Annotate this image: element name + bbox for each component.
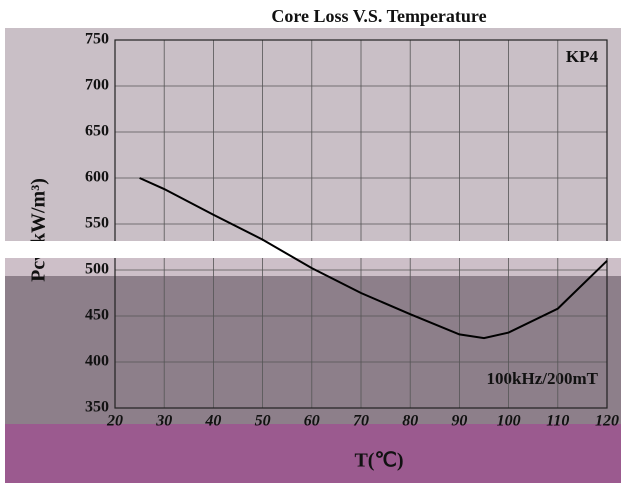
x-tick-label: 30 [155,413,172,430]
annotation: 100kHz/200mT [487,369,599,388]
y-tick-label: 550 [85,215,109,232]
band [5,424,621,483]
x-tick-label: 100 [497,413,521,430]
x-tick-label: 90 [451,413,467,430]
y-tick-label: 400 [85,353,109,370]
band [5,28,621,241]
x-tick-label: 120 [595,413,619,430]
plot-frame [114,39,608,409]
y-tick-label: 350 [85,399,109,416]
line-series [139,177,608,340]
band [5,258,621,276]
y-tick-label: 600 [85,169,109,186]
annotation: KP4 [566,47,599,66]
chart-title: Core Loss V.S. Temperature [271,6,486,26]
band [0,241,621,258]
band [5,276,621,424]
x-tick-label: 110 [546,413,569,430]
y-tick-label: 500 [85,261,109,278]
y-tick-label: 700 [85,77,109,94]
x-tick-label: 20 [106,413,123,430]
x-tick-label: 60 [304,413,320,430]
x-axis-label: T(℃) [354,450,403,472]
y-tick-label: 450 [85,307,109,324]
x-tick-label: 40 [204,413,221,430]
y-tick-label: 750 [85,31,109,48]
x-tick-label: 70 [353,413,369,430]
x-tick-label: 80 [402,413,418,430]
y-axis-label: Pcv(kW/m³) [28,178,50,282]
x-tick-label: 50 [255,413,271,430]
y-tick-label: 650 [85,123,109,140]
